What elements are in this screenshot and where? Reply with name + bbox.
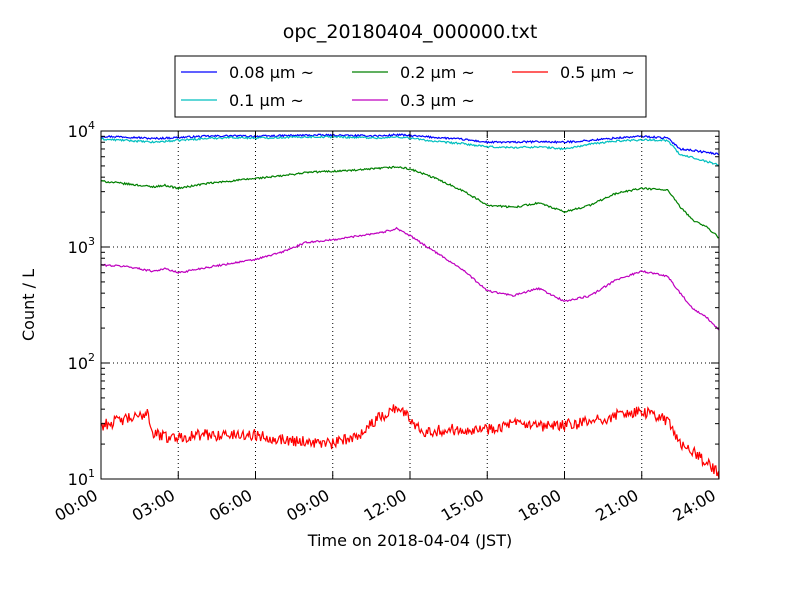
y-tick-label: 103 xyxy=(68,235,95,257)
series-line xyxy=(100,404,720,480)
x-tick-label: 21:00 xyxy=(592,485,641,525)
x-tick-label: 03:00 xyxy=(129,485,178,525)
chart-title: opc_20180404_000000.txt xyxy=(283,21,538,43)
legend-label: 0.3 μm ~ xyxy=(400,91,475,110)
x-tick-label: 18:00 xyxy=(515,485,564,525)
series-line xyxy=(100,165,720,239)
x-tick-label: 24:00 xyxy=(670,485,719,525)
y-tick-label: 104 xyxy=(68,119,95,141)
series-line xyxy=(100,135,720,166)
legend: 0.08 μm ~ 0.1 μm ~ 0.2 μm ~ 0.3 μm ~ 0.5 μm … xyxy=(174,55,647,118)
legend-label: 0.2 μm ~ xyxy=(400,63,475,82)
x-tick-label: 06:00 xyxy=(206,485,255,525)
legend-label: 0.08 μm ~ xyxy=(229,63,314,82)
y-tick-label: 102 xyxy=(68,351,95,373)
y-tick-label: 101 xyxy=(68,467,95,489)
legend-label: 0.5 μm ~ xyxy=(560,63,635,82)
y-axis-label: Count / L xyxy=(19,269,38,341)
x-tick-label: 15:00 xyxy=(438,485,487,525)
x-tick-label: 12:00 xyxy=(361,485,410,525)
ticks xyxy=(100,130,720,480)
series-line xyxy=(100,226,720,331)
x-axis-label: Time on 2018-04-04 (JST) xyxy=(307,531,512,550)
x-tick-labels: 00:00 03:00 06:00 09:00 12:00 15:00 18:00 21:00… xyxy=(52,485,719,525)
y-tick-labels: 101 102 103 104 xyxy=(68,119,95,489)
x-tick-label: 09:00 xyxy=(283,485,332,525)
grid xyxy=(101,131,719,479)
legend-box xyxy=(174,55,647,118)
legend-label: 0.1 μm ~ xyxy=(229,91,304,110)
x-tick-label: 00:00 xyxy=(52,485,101,525)
